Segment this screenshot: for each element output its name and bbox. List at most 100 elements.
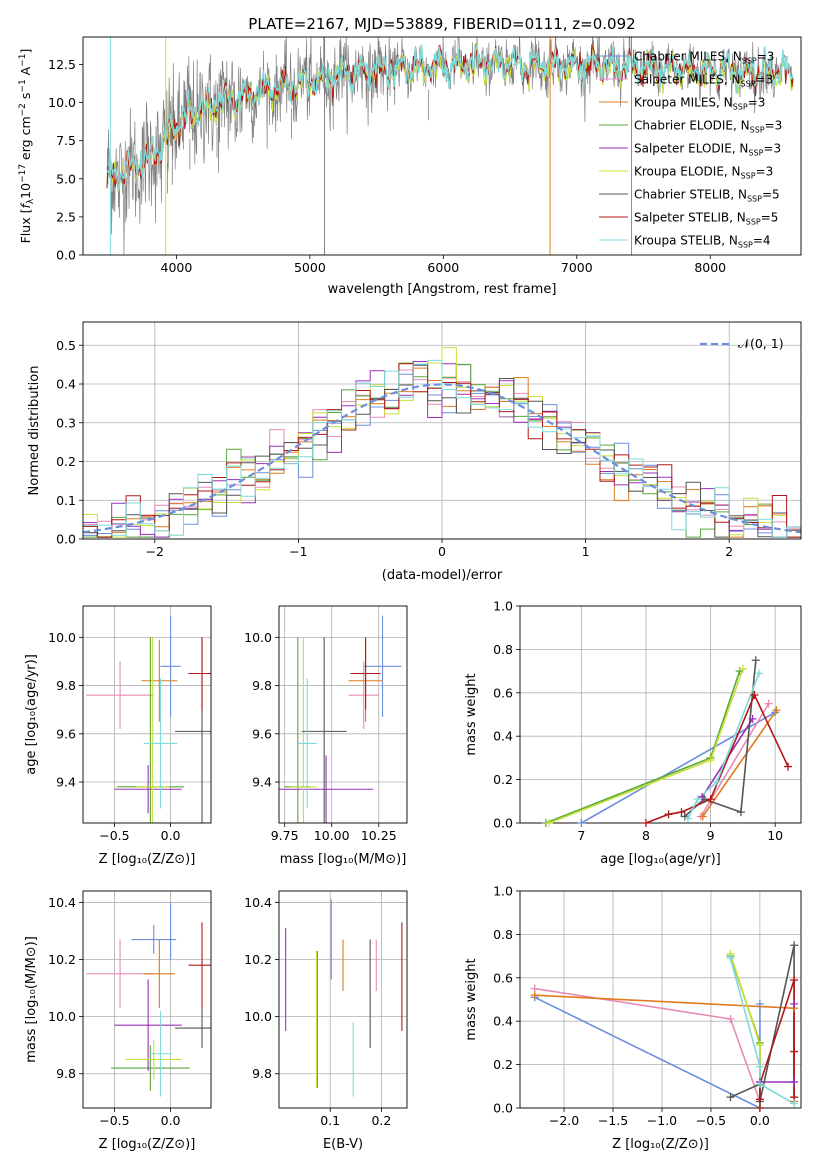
histogram-step-chabrier_stelib xyxy=(83,364,801,538)
plot-area-mass_vs_Z xyxy=(86,902,211,1097)
x-tick-label: −2 xyxy=(146,544,164,559)
weight-marker-salpeter_stelib xyxy=(641,819,650,827)
weight-marker-salpeter_stelib xyxy=(706,795,715,804)
x-tick-label: 4000 xyxy=(161,260,193,275)
plot-area-residual_histogram xyxy=(83,347,801,538)
legend-sub: SSP xyxy=(738,241,753,250)
weight-marker-chabrier_stelib xyxy=(751,656,760,665)
weight-marker-salpeter_stelib xyxy=(664,810,673,819)
weight-marker-salpeter_elodie xyxy=(790,999,799,1008)
x-tick-label: 0.0 xyxy=(161,1113,181,1128)
weight-line-salpeter_miles xyxy=(700,703,770,817)
x-tick-label: 0 xyxy=(438,544,446,559)
weight-line-chabrier_stelib xyxy=(684,660,757,818)
x-tick-label: 8000 xyxy=(694,260,726,275)
x-tick-label: 8 xyxy=(642,828,650,843)
y-tick-label: 9.6 xyxy=(56,726,76,741)
y-tick-label: 0.1 xyxy=(56,493,76,508)
y-tick-label: 0.4 xyxy=(56,377,76,392)
weight-line-kroupa_miles xyxy=(702,709,778,817)
weight-marker-chabrier_stelib xyxy=(726,1093,735,1102)
y-tick-label: 0.2 xyxy=(493,1057,513,1072)
weight-line-kroupa_stelib xyxy=(687,673,760,820)
x-tick-label: 0.2 xyxy=(371,1113,391,1128)
x-tick-label: 5000 xyxy=(294,260,326,275)
plot-area-age_vs_Z xyxy=(86,615,211,823)
legend-label-chabrier_stelib: Chabrier STELIB, NSSP=5 xyxy=(634,188,780,204)
weight-marker-salpeter_stelib xyxy=(790,1047,799,1056)
legend-eq: =5 xyxy=(761,211,779,225)
figure-title: PLATE=2167, MJD=53889, FIBERID=0111, z=0… xyxy=(248,15,635,33)
x-tick-label: 2 xyxy=(725,544,733,559)
weight-marker-kroupa_stelib xyxy=(755,1080,764,1089)
x-tick-label: 10 xyxy=(767,828,783,843)
y-tick-label: 10.4 xyxy=(48,895,76,910)
legend-label-chabrier_elodie: Chabrier ELODIE, NSSP=3 xyxy=(634,119,782,135)
y-tick-label: 9.8 xyxy=(56,1066,76,1081)
weight-marker-salpeter_stelib xyxy=(790,975,799,984)
y-tick-label: 1.0 xyxy=(493,599,513,614)
weight-marker-kroupa_stelib xyxy=(683,814,692,823)
x-tick-label: −2.0 xyxy=(549,1113,579,1128)
weight-marker-chabrier_miles xyxy=(577,819,586,827)
y-tick-label: 9.4 xyxy=(56,775,76,790)
legend-label-kroupa_elodie: Kroupa ELODIE, NSSP=3 xyxy=(634,165,773,181)
axes-age_vs_mass: 9.75 10.00 10.25 9.4 9.6 9.8 10.0 mass [log₁₀(M… xyxy=(244,605,408,867)
weight-marker-salpeter_stelib xyxy=(755,1095,764,1104)
histogram-step-kroupa_stelib xyxy=(83,359,801,538)
axes-frame xyxy=(82,36,802,256)
axes-frame xyxy=(519,605,802,824)
weight-marker-salpeter_stelib xyxy=(677,808,686,817)
legend-sub: SSP xyxy=(746,218,761,227)
x-tick-label: −1.5 xyxy=(598,1113,628,1128)
x-tick-label: 7 xyxy=(577,828,585,843)
y-tick-label: 0.0 xyxy=(56,532,76,547)
y-label-part: −1 xyxy=(18,79,28,92)
weight-marker-chabrier_stelib xyxy=(790,941,799,950)
weight-marker-kroupa_miles xyxy=(772,706,781,715)
weight-line-kroupa_stelib xyxy=(729,958,795,1105)
axes-frame xyxy=(82,890,212,1109)
axes-frame xyxy=(519,890,802,1109)
axes-spectrum: 4000 5000 6000 7000 8000 0.0 2.5 5.0 7.5 10.0 12.5… xyxy=(18,36,802,297)
y-tick-label: 2.5 xyxy=(56,209,76,224)
y-label-part: s xyxy=(18,93,33,104)
x-tick-label: 0.0 xyxy=(161,828,181,843)
y-tick-label: 10.0 xyxy=(48,1009,76,1024)
y-tick-label: 0.3 xyxy=(56,415,76,430)
y-tick-label: 0.0 xyxy=(56,248,76,263)
weight-marker-kroupa_stelib xyxy=(693,795,702,804)
y-label-part: Flux [ xyxy=(18,209,33,244)
y-tick-label: 9.6 xyxy=(252,726,272,741)
x-axis-label: age [log₁₀(age/yr)] xyxy=(600,852,721,867)
legend-eq: =3 xyxy=(757,50,775,64)
axes-mass_vs_ebv: 0.1 0.2 9.8 10.0 10.2 10.4 E(B-V) xyxy=(244,890,408,1152)
legend-label-salpeter_stelib: Salpeter STELIB, NSSP=5 xyxy=(634,211,778,227)
axes-age_vs_Z: −0.5 0.0 9.4 9.6 9.8 10.0 Z [log₁₀(Z/Z⊙)] age [… xyxy=(24,605,212,867)
x-tick-label: 0.0 xyxy=(750,1113,770,1128)
y-tick-label: 10.0 xyxy=(48,95,76,110)
y-tick-label: 7.5 xyxy=(56,133,76,148)
legend-eq: =3 xyxy=(765,119,783,133)
y-tick-label: 12.5 xyxy=(48,57,76,72)
weight-marker-kroupa_stelib xyxy=(713,777,722,786)
y-tick-label: 0.6 xyxy=(493,685,513,700)
y-tick-label: 0.2 xyxy=(56,454,76,469)
x-tick-label: −0.5 xyxy=(99,1113,129,1128)
y-label-part: λ xyxy=(26,198,36,204)
plot-area-mass_vs_ebv xyxy=(285,899,403,1097)
y-tick-label: 10.2 xyxy=(48,952,76,967)
weight-marker-salpeter_stelib xyxy=(784,762,793,771)
y-tick-label: 5.0 xyxy=(56,171,76,186)
y-tick-label: 10.0 xyxy=(244,1009,272,1024)
y-tick-label: 10.0 xyxy=(244,630,272,645)
y-tick-label: 0.4 xyxy=(493,729,513,744)
x-tick-label: −0.5 xyxy=(696,1113,726,1128)
y-axis-label: mass [log₁₀(M/M⊙)] xyxy=(24,936,39,1063)
weight-marker-kroupa_miles xyxy=(698,812,707,821)
weight-marker-kroupa_stelib xyxy=(726,954,735,963)
axes-frame xyxy=(278,890,408,1109)
y-label-part: ] xyxy=(18,49,33,54)
axes-residual_histogram: −2 −1 0 1 2 0.0 0.1 0.2 0.3 0.4 0.5 𝒩(0, 1) (data-mo… xyxy=(27,321,802,583)
weight-line-chabrier_miles xyxy=(581,711,776,823)
